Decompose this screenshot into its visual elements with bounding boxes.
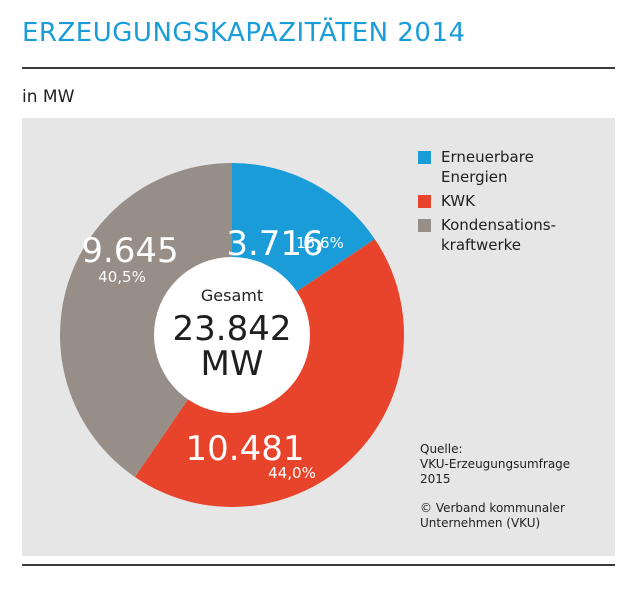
legend-label: KWK bbox=[441, 192, 475, 210]
center-hole bbox=[154, 257, 310, 413]
source-note: Quelle: VKU-Erzeugungsumfrage 2015 © Ver… bbox=[420, 442, 570, 531]
legend-swatch bbox=[418, 151, 431, 164]
slice-value-label: 9.645 bbox=[81, 231, 178, 271]
legend: Erneuerbare Energien KWK Kondensations- … bbox=[418, 147, 556, 259]
bottom-divider bbox=[22, 564, 615, 566]
center-total: 23.842 bbox=[173, 309, 292, 349]
unit-label: in MW bbox=[22, 87, 75, 107]
center-unit: MW bbox=[201, 344, 264, 384]
legend-item-kondensation: Kondensations- kraftwerke bbox=[418, 215, 556, 255]
slice-percent-label: 15,6% bbox=[296, 234, 344, 252]
pie-slice-2 bbox=[60, 163, 233, 477]
slice-percent-label: 40,5% bbox=[98, 268, 146, 286]
source-text: Quelle: VKU-Erzeugungsumfrage 2015 bbox=[420, 442, 571, 486]
legend-swatch bbox=[418, 195, 431, 208]
legend-label: Erneuerbare Energien bbox=[441, 148, 534, 186]
chart-title: ERZEUGUNGSKAPAZITÄTEN 2014 bbox=[22, 18, 466, 48]
slice-value-label: 10.481 bbox=[186, 429, 305, 469]
legend-item-erneuerbare: Erneuerbare Energien bbox=[418, 147, 556, 187]
legend-label: Kondensations- kraftwerke bbox=[441, 216, 556, 254]
top-divider bbox=[22, 67, 615, 69]
slice-value-label: 3.716 bbox=[226, 224, 323, 264]
center-label: Gesamt bbox=[201, 286, 263, 305]
legend-item-kwk: KWK bbox=[418, 191, 556, 211]
slice-percent-label: 44,0% bbox=[268, 464, 316, 482]
legend-swatch bbox=[418, 219, 431, 232]
copyright-text: © Verband kommunaler Unternehmen (VKU) bbox=[420, 501, 565, 530]
